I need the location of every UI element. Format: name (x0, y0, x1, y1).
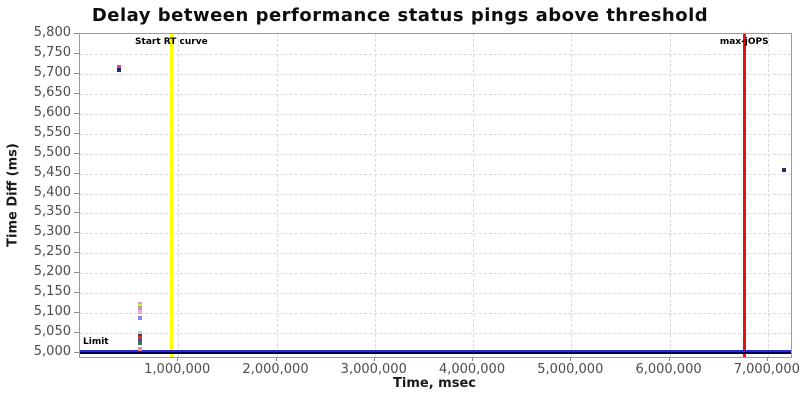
h-gridline (80, 113, 791, 115)
y-tick-mark (74, 272, 79, 274)
x-tick-mark (373, 357, 375, 361)
y-tick-label: 5,250 (33, 244, 71, 260)
marker-line-max-jops (743, 34, 747, 357)
x-tick-mark (766, 357, 768, 361)
h-gridline (80, 53, 791, 55)
x-tick-label: 4,000,000 (438, 362, 506, 377)
h-gridline (80, 133, 791, 135)
y-tick-mark (74, 132, 79, 134)
v-gridline (276, 34, 278, 357)
y-tick-mark (74, 352, 79, 353)
data-point (782, 168, 787, 173)
v-gridline (767, 34, 769, 357)
h-gridline (80, 333, 791, 335)
y-tick-mark (74, 33, 79, 34)
h-gridline (80, 273, 791, 275)
y-tick-mark (74, 152, 79, 154)
y-tick-label: 5,600 (33, 104, 71, 120)
x-tick-mark (275, 357, 277, 361)
data-point (137, 309, 142, 314)
y-tick-label: 5,750 (33, 44, 71, 60)
marker-line-start-rt-curve (170, 34, 174, 357)
x-tick-label: 6,000,000 (635, 362, 702, 377)
x-tick-mark (177, 357, 179, 361)
y-tick-label: 5,800 (33, 25, 71, 40)
y-tick-mark (74, 112, 79, 114)
x-tick-mark (570, 357, 572, 361)
y-tick-mark (74, 312, 79, 314)
y-tick-label: 5,350 (33, 204, 71, 220)
v-gridline (669, 34, 671, 357)
h-gridline (80, 93, 791, 95)
data-point (137, 347, 142, 352)
y-tick-mark (74, 252, 79, 254)
y-tick-mark (74, 52, 79, 54)
y-tick-mark (74, 332, 79, 334)
y-tick-mark (74, 192, 79, 194)
y-tick-label: 5,150 (33, 284, 71, 300)
h-gridline (80, 233, 791, 235)
h-gridline (80, 193, 791, 195)
x-axis-title: Time, msec (393, 376, 476, 391)
y-tick-label: 5,200 (33, 264, 71, 280)
data-point (137, 339, 142, 344)
limit-line-shadow (80, 352, 791, 354)
y-tick-mark (74, 232, 79, 234)
y-tick-label: 5,100 (33, 304, 71, 320)
v-gridline (473, 34, 475, 357)
x-tick-label: 2,000,000 (242, 362, 309, 377)
data-point (137, 315, 142, 320)
h-gridline (80, 213, 791, 215)
y-tick-label: 5,550 (33, 124, 71, 140)
data-point (137, 307, 142, 312)
y-tick-mark (74, 92, 79, 94)
y-tick-mark (74, 212, 79, 214)
data-point (137, 341, 142, 346)
plot-area: Start RT curve max-jOPS Limit (79, 33, 792, 358)
h-gridline (80, 313, 791, 315)
x-tick-label: 5,000,000 (537, 362, 604, 377)
y-tick-mark (74, 292, 79, 294)
data-point (117, 68, 122, 73)
y-tick-label: 5,400 (33, 184, 71, 200)
chart-title: Delay between performance status pings a… (91, 5, 709, 26)
y-tick-mark (74, 72, 79, 74)
y-tick-label: 5,450 (33, 164, 71, 180)
y-tick-label: 5,650 (33, 84, 71, 100)
x-tick-label: 3,000,000 (340, 362, 407, 377)
h-gridline (80, 253, 791, 255)
limit-line (80, 350, 791, 352)
y-tick-label: 5,300 (33, 224, 71, 240)
x-tick-mark (472, 357, 474, 361)
y-tick-label: 5,050 (33, 324, 71, 340)
y-tick-label: 5,700 (33, 64, 71, 80)
h-gridline (80, 73, 791, 75)
marker-label: max-jOPS (719, 37, 769, 47)
v-gridline (178, 34, 180, 357)
y-tick-label: 5,000 (33, 344, 71, 359)
h-gridline (80, 153, 791, 155)
y-tick-label: 5,500 (33, 144, 71, 160)
x-tick-label: 7,000,000 (733, 362, 800, 377)
v-gridline (571, 34, 573, 357)
data-point (117, 65, 122, 70)
v-gridline (374, 34, 376, 357)
data-point (137, 330, 142, 335)
data-point (137, 335, 142, 340)
h-gridline (80, 173, 791, 175)
h-gridline (80, 293, 791, 295)
marker-label: Start RT curve (135, 37, 208, 47)
y-tick-mark (74, 172, 79, 174)
x-tick-mark (668, 357, 670, 361)
x-tick-label: 1,000,000 (144, 362, 211, 377)
limit-label: Limit (83, 337, 109, 347)
